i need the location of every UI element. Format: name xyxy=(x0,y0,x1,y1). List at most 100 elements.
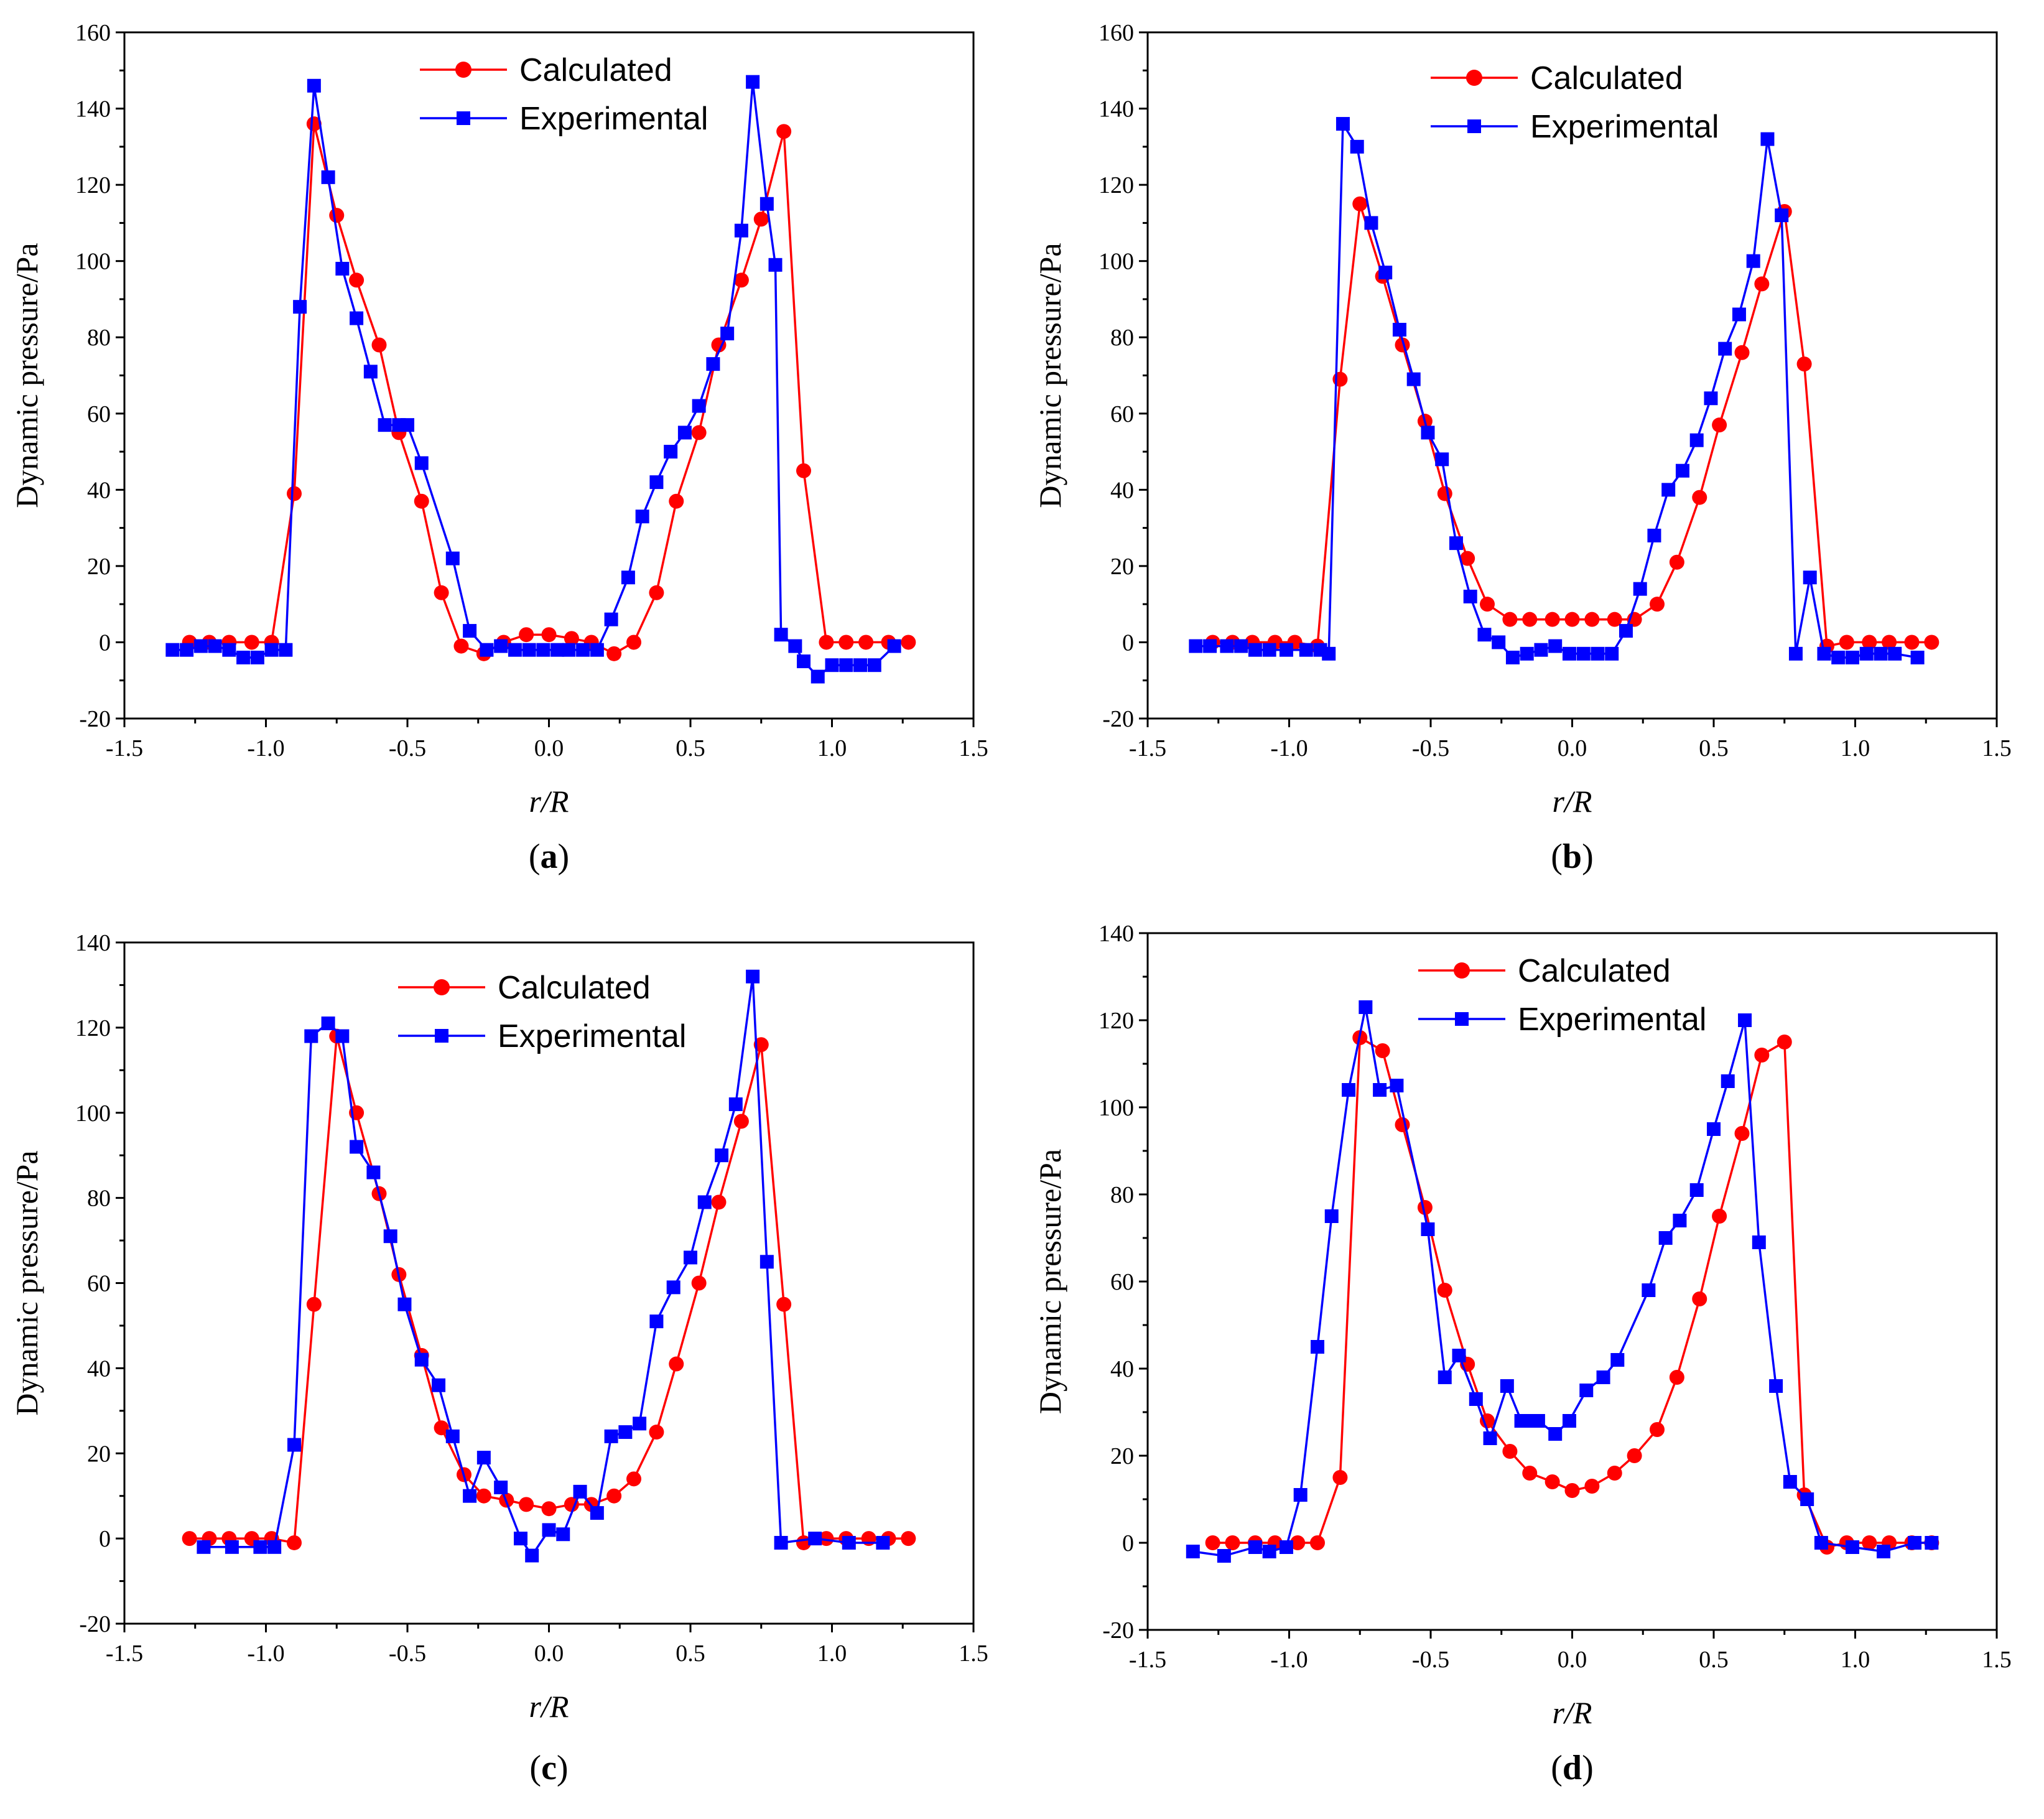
data-point-experimental xyxy=(1248,643,1262,657)
data-point-experimental xyxy=(797,654,811,669)
data-point-calculated xyxy=(1650,597,1665,612)
data-point-experimental xyxy=(1658,1231,1673,1245)
data-point-experimental xyxy=(1189,639,1203,653)
data-point-experimental xyxy=(1534,643,1548,657)
data-point-experimental xyxy=(1642,1283,1656,1297)
data-point-experimental xyxy=(842,1535,856,1550)
data-point-experimental xyxy=(1469,1392,1483,1406)
data-point-calculated xyxy=(434,1420,449,1436)
data-point-experimental xyxy=(1421,426,1435,440)
data-point-experimental xyxy=(635,509,649,524)
panel-label: (c) xyxy=(529,1749,568,1787)
data-point-calculated xyxy=(733,1114,749,1129)
data-point-calculated xyxy=(626,635,641,650)
legend-label-experimental: Experimental xyxy=(498,1018,686,1054)
legend-label-experimental: Experimental xyxy=(1518,1002,1706,1038)
data-point-experimental xyxy=(1203,639,1217,653)
data-point-calculated xyxy=(858,635,874,650)
data-point-experimental xyxy=(774,1535,788,1550)
data-point-experimental xyxy=(536,643,550,657)
data-point-experimental xyxy=(1299,643,1313,657)
data-point-experimental xyxy=(590,1506,604,1520)
y-tick-label: -20 xyxy=(79,706,111,732)
plot-frame xyxy=(1146,932,1998,1631)
y-tick-label: 60 xyxy=(87,401,111,427)
data-point-experimental xyxy=(618,1425,633,1440)
data-point-experimental xyxy=(1435,452,1449,467)
data-point-experimental xyxy=(746,75,760,89)
data-point-calculated xyxy=(519,1497,534,1512)
data-point-experimental xyxy=(1452,1349,1466,1362)
y-tick-label: 100 xyxy=(1099,249,1134,275)
data-point-experimental xyxy=(480,643,494,657)
data-point-calculated xyxy=(753,1037,769,1053)
data-point-experimental xyxy=(1350,139,1364,154)
y-tick-label: 100 xyxy=(75,1100,111,1127)
data-point-calculated xyxy=(1564,612,1580,627)
data-point-calculated xyxy=(1607,612,1622,627)
data-point-experimental xyxy=(1378,266,1393,280)
data-point-experimental xyxy=(556,1527,570,1542)
data-point-experimental xyxy=(604,612,618,626)
data-point-calculated xyxy=(287,1535,302,1550)
x-tick-label: -0.5 xyxy=(1412,1647,1449,1673)
data-point-calculated xyxy=(564,631,579,646)
data-point-experimental xyxy=(1483,1431,1497,1445)
data-point-calculated xyxy=(541,627,557,643)
x-tick-label: 1.5 xyxy=(1982,1647,2012,1673)
chart-panel-a: -1.5 -1.0 -0.5 0.0 0.5 1.0 1.5 -20 0 20 40 60 80 100 1… xyxy=(9,20,988,876)
x-tick-label: -1.0 xyxy=(247,1640,284,1667)
x-tick-label: -1.5 xyxy=(106,735,143,761)
data-point-calculated xyxy=(1480,597,1495,612)
data-point-experimental xyxy=(1596,1370,1610,1384)
data-point-experimental xyxy=(677,426,692,440)
data-point-calculated xyxy=(1712,1209,1727,1224)
data-point-experimental xyxy=(1322,646,1336,661)
data-point-experimental xyxy=(1746,254,1760,268)
data-point-experimental xyxy=(1279,643,1293,657)
data-point-experimental xyxy=(1888,646,1902,661)
data-point-calculated xyxy=(1627,1448,1642,1463)
data-point-experimental xyxy=(633,1417,647,1431)
data-point-experimental xyxy=(1505,650,1520,664)
data-point-experimental xyxy=(1520,646,1534,661)
data-point-calculated xyxy=(1375,1043,1390,1058)
x-tick-label: -1.0 xyxy=(1270,1647,1308,1673)
data-point-experimental xyxy=(1463,589,1477,603)
data-point-calculated xyxy=(819,1531,834,1547)
y-tick-label: 40 xyxy=(87,1356,111,1382)
data-point-experimental xyxy=(321,170,335,184)
data-point-experimental xyxy=(1760,132,1775,146)
y-tick-label: 80 xyxy=(87,1186,111,1212)
data-point-experimental xyxy=(811,669,825,684)
legend-marker-experimental xyxy=(457,111,470,125)
y-tick-label: 0 xyxy=(99,630,111,656)
y-axis-title: Dynamic pressure/Pa xyxy=(1033,243,1067,508)
data-point-calculated xyxy=(1862,1535,1877,1550)
x-tick-label: 0.0 xyxy=(534,1640,564,1667)
data-point-calculated xyxy=(606,1488,622,1504)
data-point-calculated xyxy=(329,208,345,223)
y-tick-label: 160 xyxy=(1099,20,1134,46)
data-point-experimental xyxy=(1845,1540,1859,1554)
data-point-experimental xyxy=(397,1297,412,1311)
data-point-experimental xyxy=(1373,1083,1387,1097)
data-point-calculated xyxy=(626,1471,641,1487)
data-point-calculated xyxy=(1522,612,1538,627)
data-point-calculated xyxy=(901,635,916,650)
data-point-calculated xyxy=(1437,1283,1452,1298)
data-point-experimental xyxy=(1492,635,1506,649)
data-point-experimental xyxy=(562,643,576,657)
data-point-experimental xyxy=(1562,646,1576,661)
y-tick-label: 60 xyxy=(87,1271,111,1297)
data-point-experimental xyxy=(1689,1183,1704,1197)
data-point-calculated xyxy=(1669,554,1684,570)
data-point-experimental xyxy=(692,399,706,413)
data-point-experimental xyxy=(1421,1222,1435,1236)
data-point-calculated xyxy=(244,635,259,650)
y-tick-label: 0 xyxy=(1122,1530,1134,1556)
data-point-experimental xyxy=(664,445,678,459)
legend-label-calculated: Calculated xyxy=(1518,953,1671,989)
data-point-calculated xyxy=(1545,1474,1560,1489)
series-line-calculated xyxy=(1212,1036,1932,1549)
